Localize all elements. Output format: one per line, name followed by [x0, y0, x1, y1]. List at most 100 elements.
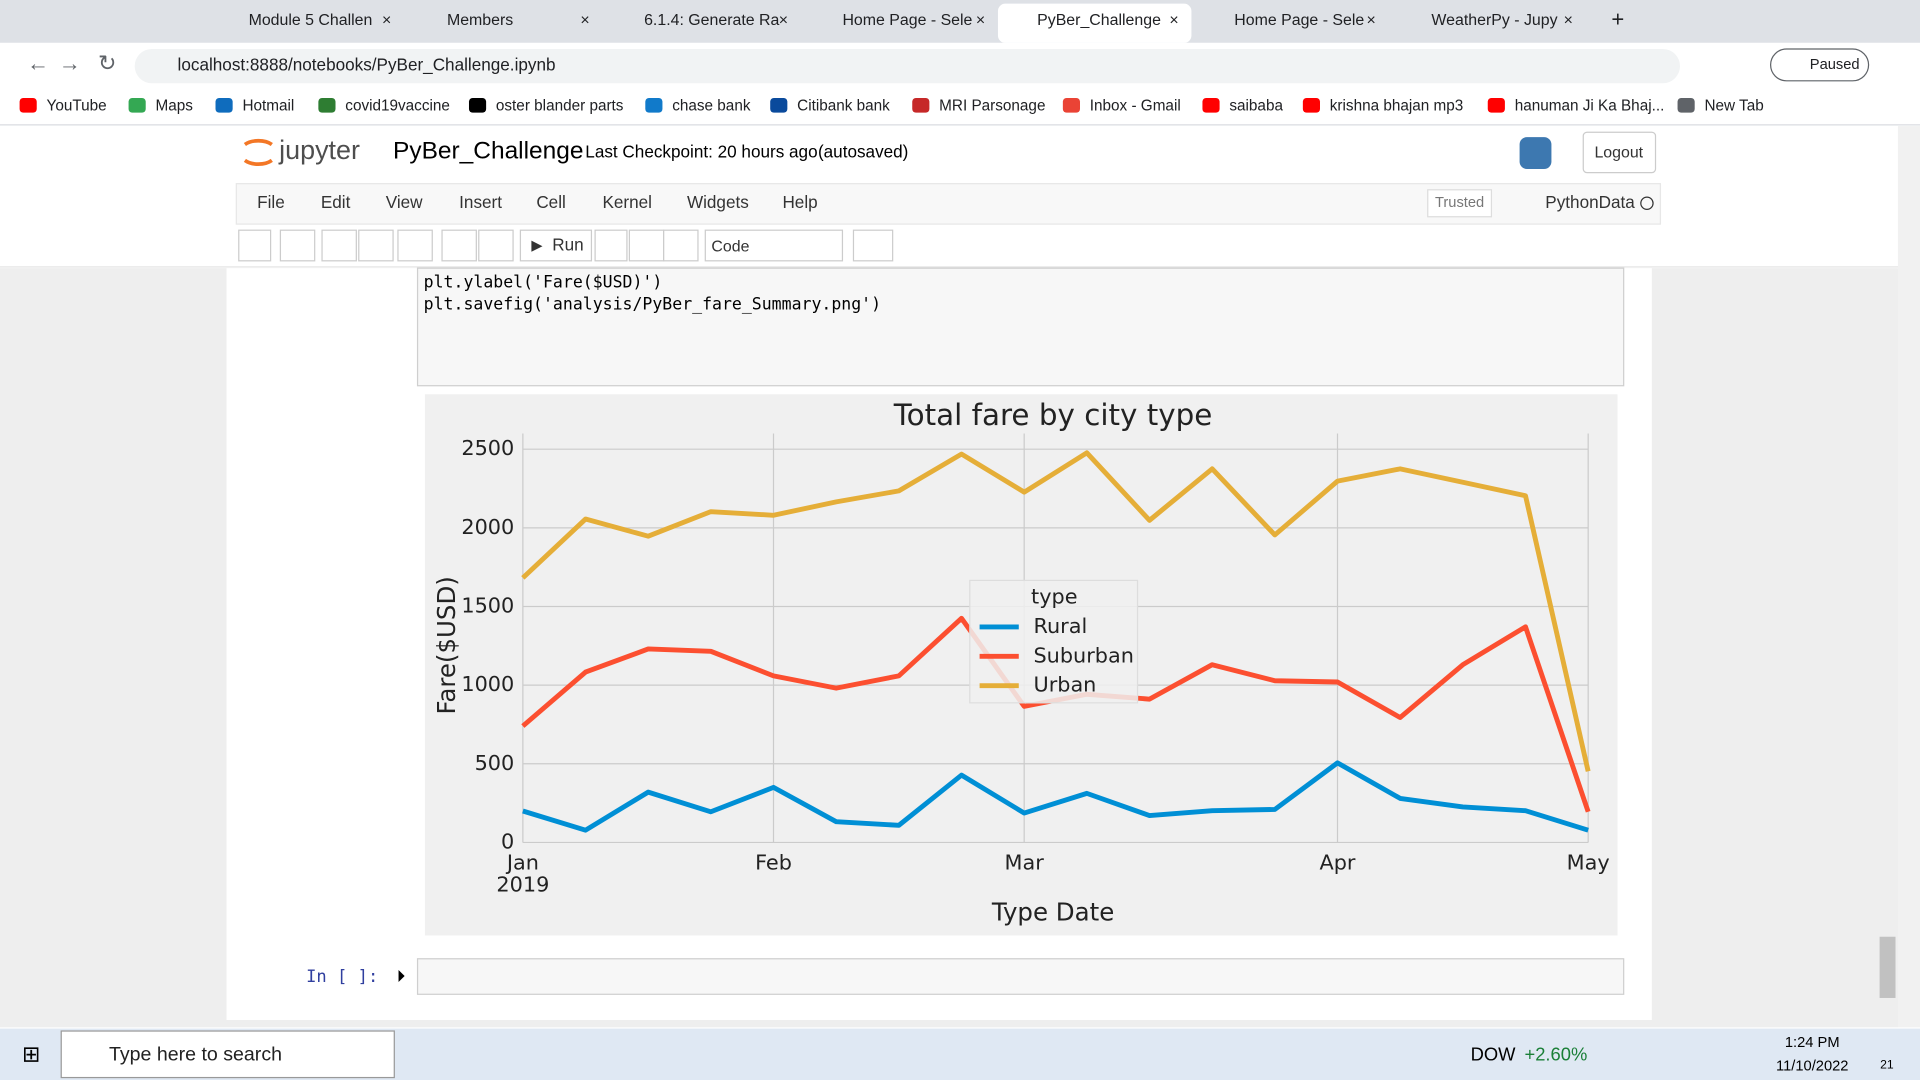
toolbar-button[interactable] [238, 229, 272, 262]
bookmark-icon[interactable] [912, 97, 930, 113]
bookmark[interactable]: covid19vaccine [345, 98, 450, 115]
tab-close[interactable]: × [1367, 12, 1376, 29]
bookmark[interactable]: YouTube [47, 98, 107, 115]
empty-cell[interactable] [416, 958, 1625, 995]
notebook-name[interactable]: PyBer_Challenge [393, 137, 583, 164]
tab-title[interactable]: Home Page - Sele [842, 12, 972, 29]
reload[interactable]: ↻ [98, 51, 116, 76]
tab-title[interactable]: 6.1.4: Generate Ra [644, 12, 779, 29]
notebook-toolbar [238, 229, 894, 262]
url[interactable]: localhost:8888/notebooks/PyBer_Challenge… [178, 55, 556, 75]
series-line [521, 450, 1591, 772]
bookmark-icon[interactable] [1062, 97, 1080, 113]
tab-close[interactable]: × [382, 12, 391, 29]
x-tick-label: May [1567, 850, 1610, 874]
bookmark-icon[interactable] [645, 97, 663, 113]
bookmark-icon[interactable] [1302, 97, 1320, 113]
logout-button[interactable] [1582, 131, 1657, 174]
profile-label[interactable]: Paused [1810, 57, 1860, 73]
bookmark-icon[interactable] [1487, 97, 1505, 113]
bookmark[interactable]: Maps [156, 98, 194, 115]
clock-time: 1:24 PM [1785, 1035, 1840, 1051]
bookmark[interactable]: saibaba [1229, 98, 1283, 115]
tab-close[interactable]: × [779, 12, 788, 29]
bookmark[interactable]: oster blander parts [496, 98, 624, 115]
omnibox[interactable] [134, 48, 1681, 84]
menu-item[interactable]: Insert [459, 192, 502, 212]
toolbar-button[interactable] [358, 229, 394, 262]
bookmark[interactable]: hanuman Ji Ka Bhaj... [1515, 98, 1665, 115]
bookmark-icon[interactable] [1202, 97, 1220, 113]
toolbar-button[interactable] [663, 229, 699, 262]
search-placeholder[interactable]: Type here to search [109, 1044, 282, 1066]
menu-item[interactable]: File [257, 192, 285, 212]
bookmark[interactable]: Hotmail [242, 98, 294, 115]
menu-item[interactable]: Kernel [602, 192, 652, 212]
bookmark-icon[interactable] [1677, 97, 1695, 113]
x-tick-sublabel: 2019 [496, 872, 549, 896]
bookmark[interactable]: Inbox - Gmail [1090, 98, 1181, 115]
logout[interactable]: Logout [1594, 144, 1643, 161]
bookmark-icon[interactable] [19, 97, 37, 113]
legend-label: Rural [1033, 614, 1087, 638]
tab-title[interactable]: PyBer_Challenge [1037, 12, 1161, 29]
toolbar-button[interactable] [628, 229, 665, 262]
bookmark-icon[interactable] [318, 97, 336, 113]
tab-close[interactable]: × [1564, 12, 1573, 29]
toolbar-button[interactable] [441, 229, 477, 262]
back[interactable]: ← [27, 51, 49, 76]
toolbar-button[interactable] [279, 229, 316, 262]
notification-count[interactable]: 21 [1880, 1058, 1894, 1072]
menu-item[interactable]: View [386, 192, 423, 212]
tab-close[interactable]: × [976, 12, 985, 29]
toolbar-button[interactable] [852, 229, 894, 262]
bookmark[interactable]: krishna bhajan mp3 [1330, 98, 1464, 115]
active-tab[interactable] [997, 3, 1192, 43]
toolbar-button[interactable] [397, 229, 433, 262]
menu-item[interactable]: Widgets [687, 192, 749, 212]
jupyter-wordmark[interactable]: jupyter [278, 135, 360, 165]
tab-title[interactable]: Module 5 Challen [249, 12, 373, 29]
cell-type[interactable]: Code [711, 239, 749, 256]
tab-title[interactable]: WeatherPy - Jupy [1431, 12, 1557, 29]
new-tab[interactable]: + [1611, 7, 1624, 32]
trusted[interactable]: Trusted [1435, 195, 1484, 211]
bookmark[interactable]: chase bank [672, 98, 751, 115]
toolbar-button[interactable] [594, 229, 628, 262]
bookmark-icon[interactable] [770, 97, 788, 113]
menu-item[interactable]: Cell [536, 192, 566, 212]
run-button[interactable] [519, 229, 593, 262]
bookmark[interactable]: Citibank bank [797, 98, 890, 115]
run-cell-icon[interactable]: ⏵ [397, 966, 406, 986]
forward[interactable]: → [59, 51, 81, 76]
bookmark[interactable]: MRI Parsonage [939, 98, 1045, 115]
profile[interactable] [1770, 48, 1870, 82]
bookmark-icon[interactable] [468, 97, 487, 113]
tab-close[interactable]: × [1169, 12, 1178, 29]
scroll-thumb[interactable] [1879, 936, 1896, 998]
tab-close[interactable]: × [580, 12, 589, 29]
jupyter-logo [243, 138, 273, 166]
x-axis-label: Type Date [991, 897, 1114, 926]
run-icon[interactable]: ▶ [531, 238, 543, 254]
bookmark[interactable]: New Tab [1704, 98, 1763, 115]
menu-item[interactable]: Edit [321, 192, 351, 212]
search-box[interactable] [60, 1030, 395, 1079]
start[interactable]: ⊞ [22, 1041, 40, 1066]
cell-type-select[interactable] [704, 229, 844, 262]
chart-title: Total fare by city type [893, 398, 1213, 432]
run-label[interactable]: Run [552, 235, 583, 255]
chart: Total fare by city type Type Date Fare($US… [432, 398, 1610, 927]
tab-title[interactable]: Members [447, 12, 513, 29]
menu-item[interactable]: Help [782, 192, 817, 212]
tab-title[interactable]: Home Page - Sele [1234, 12, 1364, 29]
bookmark-icon[interactable] [215, 97, 233, 113]
legend-label: Suburban [1033, 643, 1133, 667]
bookmark-icon[interactable] [128, 97, 146, 113]
code-cell[interactable] [416, 267, 1625, 387]
toolbar-button[interactable] [478, 229, 514, 262]
ticker-change: +2.60% [1524, 1043, 1587, 1064]
toolbar-button[interactable] [321, 229, 357, 262]
x-tick-label: Apr [1320, 850, 1356, 874]
